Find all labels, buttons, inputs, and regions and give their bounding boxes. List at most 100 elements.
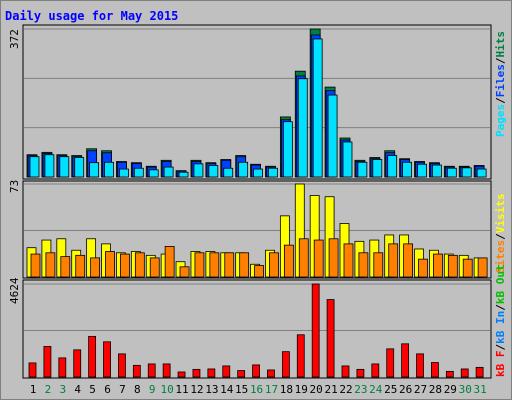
pages-bar — [312, 38, 323, 178]
legend-sites: Sites — [494, 240, 507, 273]
chart-marks — [24, 28, 490, 378]
kb-f-bar — [58, 357, 67, 378]
sites-bar — [477, 257, 488, 278]
legend-files: Files — [494, 64, 507, 97]
x-tick-label: 29 — [444, 383, 457, 396]
sites-bar — [194, 252, 205, 278]
x-tick-label: 20 — [310, 383, 323, 396]
legend-separator: / — [494, 97, 507, 104]
chart-title: Daily usage for May 2015 — [5, 9, 178, 23]
sites-bar — [120, 253, 130, 278]
kb-f-bar — [252, 364, 260, 378]
x-tick-label: 7 — [119, 383, 126, 396]
pages-bar — [238, 161, 249, 178]
bottom-scale-label: 4624 — [8, 277, 21, 304]
sites-bar — [224, 252, 235, 278]
sites-bar — [269, 252, 279, 278]
sites-bar — [283, 244, 294, 278]
hits-files-pages-panel: 372 Pages/Files/Hits — [8, 24, 507, 180]
kb-f-bar — [73, 349, 82, 378]
x-tick-label: 8 — [134, 383, 141, 396]
kb-f-bar — [356, 368, 365, 378]
pages-bar — [223, 167, 234, 178]
pages-bar — [268, 167, 278, 178]
sites-bar — [209, 252, 220, 278]
x-tick-label: 14 — [220, 383, 234, 396]
kb-f-bar — [88, 335, 97, 378]
pages-bar — [282, 121, 293, 178]
pages-bar — [461, 167, 472, 178]
kb-f-bar — [177, 371, 186, 378]
kb-f-bar — [460, 368, 469, 378]
pages-bar — [178, 171, 189, 178]
kb-f-bar — [475, 366, 484, 378]
top-plot-area — [22, 24, 492, 180]
sites-bar — [30, 253, 41, 278]
x-tick-label: 15 — [235, 383, 248, 396]
x-tick-label: 10 — [161, 383, 174, 396]
sites-bar — [164, 246, 175, 278]
x-tick-label: 12 — [190, 383, 203, 396]
sites-bar — [45, 252, 56, 278]
x-tick-label: 17 — [265, 383, 278, 396]
x-tick-label: 19 — [295, 383, 308, 396]
middle-legend: Sites/Visits — [494, 194, 507, 274]
x-tick-label: 9 — [149, 383, 156, 396]
pages-bar — [193, 163, 204, 178]
pages-bar — [432, 164, 442, 178]
top-scale-label: 372 — [8, 29, 21, 49]
pages-bar — [327, 94, 338, 178]
kb-f-bar — [296, 334, 305, 378]
sites-bar — [149, 257, 160, 278]
kb-f-bar — [371, 363, 380, 378]
x-tick-label: 25 — [384, 383, 397, 396]
legend-pages: Pages — [494, 104, 507, 137]
pages-bar — [74, 157, 85, 178]
kbytes-panel: 4624 kB F/kB In/kB Out — [8, 264, 507, 379]
pages-bar — [29, 156, 40, 178]
bottom-legend: kB F/kB In/kB Out — [494, 264, 507, 377]
kb-f-bar — [431, 362, 439, 378]
top-legend: Pages/Files/Hits — [494, 31, 507, 137]
x-tick-label: 28 — [429, 383, 442, 396]
pages-bar — [476, 168, 487, 178]
x-tick-label: 30 — [459, 383, 472, 396]
pages-bar — [163, 166, 174, 178]
sites-bar — [373, 252, 384, 278]
kb-f-bar — [237, 370, 246, 378]
pages-bar — [208, 165, 219, 178]
kb-f-bar — [311, 283, 320, 378]
kb-f-bar — [401, 343, 410, 378]
sites-bar — [179, 266, 190, 278]
sites-bar — [105, 251, 115, 278]
sites-bar — [358, 252, 369, 278]
sites-bar — [254, 265, 264, 278]
sites-bar — [403, 243, 414, 278]
kb-f-bar — [118, 353, 126, 378]
kb-f-bar — [28, 362, 37, 378]
x-tick-label: 16 — [250, 383, 263, 396]
x-tick-label: 27 — [414, 383, 427, 396]
x-tick-label: 13 — [205, 383, 218, 396]
sites-bar — [313, 239, 324, 278]
x-tick-label: 6 — [104, 383, 111, 396]
sites-bar — [462, 258, 473, 278]
pages-bar — [387, 155, 398, 178]
x-tick-label: 3 — [59, 383, 66, 396]
legend-hits: Hits — [494, 31, 507, 58]
kb-f-bar — [267, 369, 275, 378]
sites-bar — [60, 256, 71, 278]
x-tick-label: 26 — [399, 383, 412, 396]
pages-bar — [89, 162, 100, 178]
kb-f-bar — [132, 364, 141, 378]
x-tick-label: 11 — [175, 383, 188, 396]
kb-f-bar — [103, 341, 111, 378]
legend-kb-f: kB F — [494, 351, 507, 378]
legend-separator: / — [494, 304, 507, 311]
legend-kb-out: kB Out — [494, 264, 507, 304]
pages-bar — [119, 168, 129, 178]
sites-bar — [298, 238, 309, 278]
legend-visits: Visits — [494, 194, 507, 234]
